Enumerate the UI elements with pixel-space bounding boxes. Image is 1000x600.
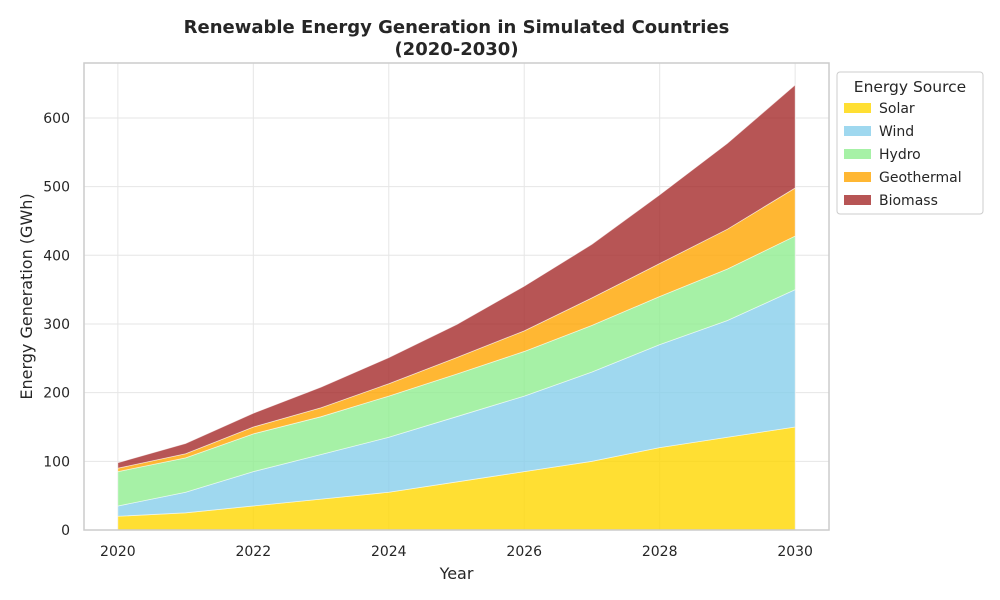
y-tick-label: 500	[43, 180, 70, 196]
y-axis-ticks: 0 100 200 300 400 500 600	[43, 111, 70, 539]
area-series-group	[117, 84, 796, 531]
x-tick-label: 2020	[100, 544, 136, 560]
y-tick-label: 100	[43, 454, 70, 470]
plot-frame	[83, 62, 830, 531]
x-tick-label: 2028	[642, 544, 678, 560]
x-tick-label: 2026	[506, 544, 542, 560]
legend-label-biomass: Biomass	[879, 193, 938, 209]
chart-title-line-1: Renewable Energy Generation in Simulated…	[184, 17, 730, 38]
x-tick-label: 2022	[235, 544, 271, 560]
legend-title: Energy Source	[854, 78, 966, 96]
legend-swatch-hydro	[844, 149, 871, 159]
legend-box	[836, 71, 984, 215]
x-axis-ticks: 2020 2022 2024 2026 2028 2030	[100, 544, 813, 560]
legend-label-geothermal: Geothermal	[879, 170, 962, 186]
legend-swatch-biomass	[844, 195, 871, 205]
x-tick-label: 2030	[777, 544, 813, 560]
x-tick-label: 2024	[371, 544, 407, 560]
y-tick-label: 400	[43, 248, 70, 264]
x-axis-label: Year	[439, 564, 474, 583]
legend-swatch-geothermal	[844, 172, 871, 182]
y-tick-label: 0	[61, 523, 70, 539]
area-biomass	[117, 84, 796, 469]
y-axis-label: Energy Generation (GWh)	[17, 193, 36, 399]
legend-label-solar: Solar	[879, 101, 915, 117]
legend-items: Solar Wind Hydro Geothermal Biomass	[844, 101, 962, 209]
legend-swatch-wind	[844, 126, 871, 136]
legend: Energy Source Solar Wind Hydro Geothermal Bi…	[836, 71, 984, 215]
legend-swatch-solar	[844, 103, 871, 113]
y-tick-label: 200	[43, 386, 70, 402]
y-tick-label: 600	[43, 111, 70, 127]
legend-label-wind: Wind	[879, 124, 914, 140]
chart-title-line-2: (2020-2030)	[394, 39, 518, 60]
legend-label-hydro: Hydro	[879, 147, 921, 163]
y-tick-label: 300	[43, 317, 70, 333]
